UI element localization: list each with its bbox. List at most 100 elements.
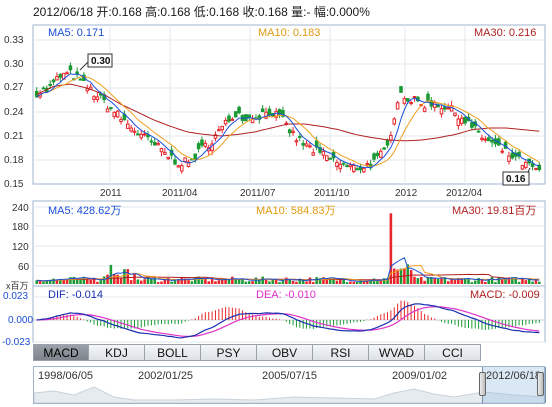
volume-bar [96, 281, 99, 284]
price-x-tick: 2012 [395, 188, 418, 199]
candle [294, 138, 299, 147]
volume-bar [440, 278, 443, 284]
volume-y-tick: 60 [18, 262, 30, 273]
candle [149, 137, 154, 146]
volume-bar [160, 281, 163, 284]
tab-rsi[interactable]: RSI [313, 344, 369, 361]
tab-cci[interactable]: CCI [425, 344, 481, 361]
volume-y-tick: 180 [12, 222, 29, 233]
volume-bar [247, 281, 251, 284]
candle [142, 130, 147, 137]
tab-obv[interactable]: OBV [257, 344, 313, 361]
candle [119, 116, 123, 125]
volume-bar [79, 277, 82, 284]
candle [341, 162, 346, 167]
candle [115, 109, 120, 118]
price-y-tick: 0.18 [4, 155, 24, 166]
volume-bar [376, 280, 379, 284]
volume-bar [109, 264, 113, 284]
volume-bar [38, 280, 42, 284]
volume-bar [69, 277, 72, 284]
candle [196, 141, 201, 153]
volume-bar [507, 277, 511, 284]
candle [112, 111, 117, 120]
candle [355, 166, 359, 171]
volume-bar [406, 264, 410, 284]
volume-bar [220, 278, 224, 284]
tab-psy[interactable]: PSY [201, 344, 257, 361]
volume-bar [477, 277, 480, 284]
candle [163, 147, 167, 155]
candle [301, 139, 305, 150]
volume-bar [473, 280, 477, 284]
volume-bar [514, 277, 517, 284]
candle [68, 62, 73, 75]
dea-line [36, 306, 540, 338]
candle [173, 155, 177, 166]
volume-bar [261, 276, 264, 284]
volume-bar [484, 281, 487, 284]
volume-bar [75, 279, 79, 284]
candle [325, 155, 329, 162]
volume-bar [413, 276, 416, 284]
volume-bar [426, 276, 430, 284]
tab-macd[interactable]: MACD [33, 344, 89, 361]
candle [497, 136, 501, 147]
candle [159, 147, 164, 157]
volume-bar [480, 279, 484, 284]
volume-bar [244, 281, 248, 284]
volume-bar [453, 279, 457, 284]
volume-bars [35, 213, 541, 284]
volume-bar [416, 278, 420, 284]
time-navigator[interactable]: 1998/06/05 2002/01/25 2005/07/15 2009/01… [33, 366, 546, 404]
volume-bar [116, 274, 119, 284]
candle [500, 148, 504, 155]
volume-bar [217, 280, 221, 284]
price-y-tick: 0.27 [4, 82, 24, 93]
volume-bar [430, 277, 433, 284]
candle [537, 162, 542, 172]
navigator-left-handle[interactable] [479, 372, 486, 396]
candle [298, 132, 302, 142]
volume-bar [531, 281, 534, 284]
candle [520, 164, 525, 171]
volume-bar [352, 281, 356, 284]
candle [105, 106, 110, 113]
volume-bar [55, 279, 59, 284]
navigator-selection[interactable]: 2012/06/18 [482, 367, 546, 403]
volume-bar [268, 281, 271, 284]
candle [223, 117, 228, 126]
candle [446, 103, 451, 110]
navigator-date: 2009/01/02 [392, 370, 448, 382]
tab-wvad[interactable]: WVAD [369, 344, 425, 361]
volume-bar [278, 282, 281, 284]
volume-bar [45, 280, 49, 284]
high-marker: 0.30 [79, 53, 113, 71]
volume-bar [231, 276, 234, 284]
macd-value-label: MACD: -0.009 [470, 289, 540, 301]
navigator-right-handle[interactable] [537, 372, 544, 396]
volume-bar [274, 279, 278, 284]
candle [459, 114, 464, 127]
volume-bar [328, 278, 332, 284]
macd-y-axis: 0.023 0.000 -0.023 [2, 291, 33, 348]
candle [281, 106, 285, 118]
volume-bar [190, 281, 194, 284]
volume-bar [322, 277, 325, 284]
tab-kdj[interactable]: KDJ [89, 344, 145, 361]
volume-bar [521, 277, 524, 284]
candle [470, 118, 474, 131]
candle [412, 96, 417, 102]
vol-ma5-label: MA5: 428.62万 [48, 205, 121, 217]
volume-bar [372, 278, 376, 284]
tab-boll[interactable]: BOLL [145, 344, 201, 361]
quote-header: 2012/06/18 开:0.168 高:0.168 低:0.168 收:0.1… [33, 5, 370, 19]
dif-line [36, 303, 540, 339]
candle [136, 130, 140, 136]
candle [375, 150, 380, 159]
price-x-tick: 2011/04 [162, 188, 198, 199]
candle [513, 149, 518, 161]
volume-bar [102, 276, 106, 284]
candle [41, 86, 46, 90]
